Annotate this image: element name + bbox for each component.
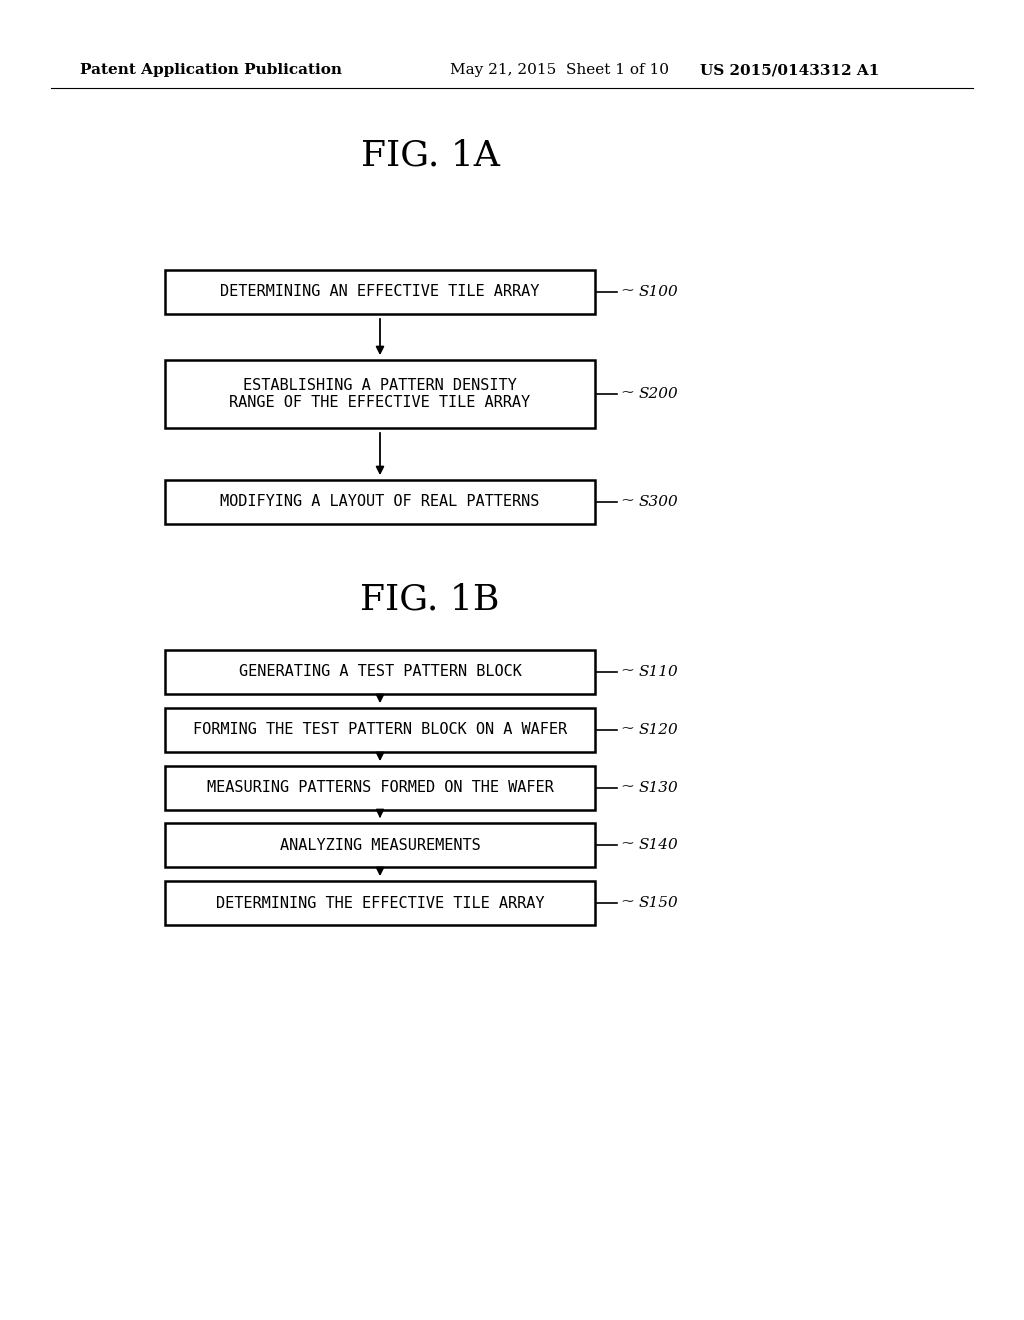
Text: S130: S130 [639,781,679,795]
Text: May 21, 2015  Sheet 1 of 10: May 21, 2015 Sheet 1 of 10 [450,63,669,77]
Bar [165,822,595,867]
Text: S140: S140 [639,838,679,851]
Text: S110: S110 [639,665,679,678]
Text: S300: S300 [639,495,679,510]
Text: ~: ~ [620,281,634,298]
Text: ~: ~ [620,661,634,678]
Text: FIG. 1A: FIG. 1A [360,139,500,172]
Bar [165,708,595,752]
Text: S150: S150 [639,896,679,909]
Text: S100: S100 [639,285,679,300]
Text: ~: ~ [620,384,634,400]
Text: ~: ~ [620,892,634,909]
Text: Patent Application Publication: Patent Application Publication [80,63,342,77]
Text: MODIFYING A LAYOUT OF REAL PATTERNS: MODIFYING A LAYOUT OF REAL PATTERNS [220,495,540,510]
Text: FIG. 1B: FIG. 1B [360,583,500,616]
Text: US 2015/0143312 A1: US 2015/0143312 A1 [700,63,880,77]
Text: ESTABLISHING A PATTERN DENSITY
RANGE OF THE EFFECTIVE TILE ARRAY: ESTABLISHING A PATTERN DENSITY RANGE OF … [229,378,530,411]
Text: ~: ~ [620,491,634,508]
Text: S200: S200 [639,387,679,401]
Text: S120: S120 [639,723,679,737]
Bar [165,880,595,925]
Bar [165,271,595,314]
Text: GENERATING A TEST PATTERN BLOCK: GENERATING A TEST PATTERN BLOCK [239,664,521,680]
Bar [165,649,595,694]
Text: DETERMINING THE EFFECTIVE TILE ARRAY: DETERMINING THE EFFECTIVE TILE ARRAY [216,895,544,911]
Text: ANALYZING MEASUREMENTS: ANALYZING MEASUREMENTS [280,837,480,853]
Text: DETERMINING AN EFFECTIVE TILE ARRAY: DETERMINING AN EFFECTIVE TILE ARRAY [220,285,540,300]
Text: ~: ~ [620,777,634,795]
Text: FORMING THE TEST PATTERN BLOCK ON A WAFER: FORMING THE TEST PATTERN BLOCK ON A WAFE… [193,722,567,738]
Text: MEASURING PATTERNS FORMED ON THE WAFER: MEASURING PATTERNS FORMED ON THE WAFER [207,780,553,796]
Text: ~: ~ [620,719,634,737]
Bar [165,360,595,428]
Bar [165,766,595,810]
Text: ~: ~ [620,834,634,851]
Bar [165,480,595,524]
